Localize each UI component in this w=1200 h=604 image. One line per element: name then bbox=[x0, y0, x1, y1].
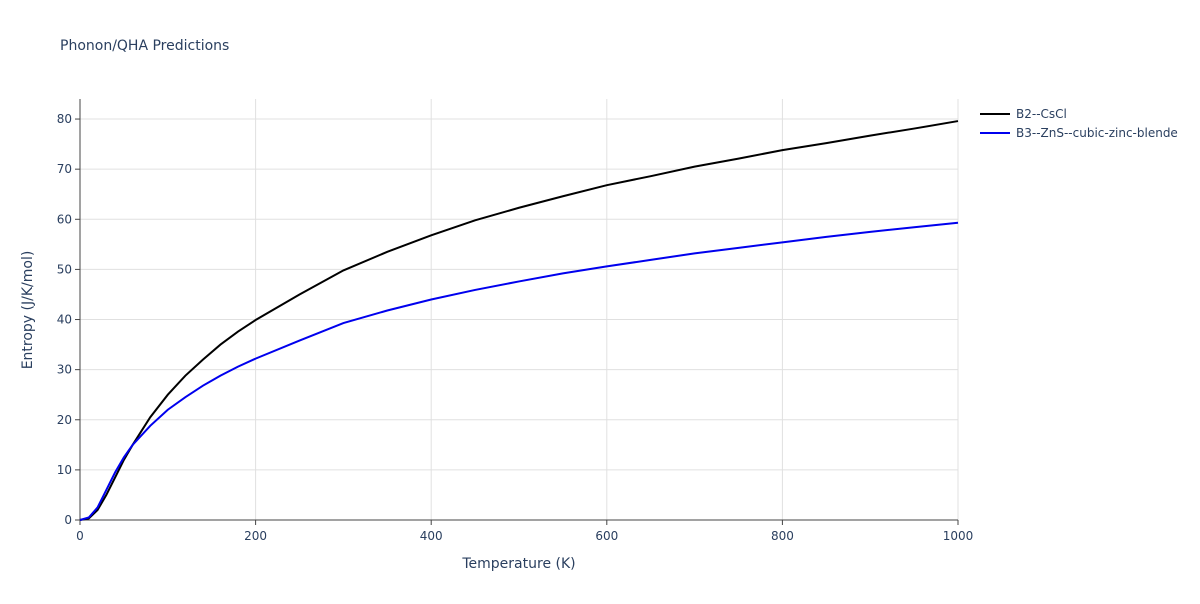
x-axis-title: Temperature (K) bbox=[461, 556, 575, 572]
series-line bbox=[79, 120, 959, 521]
x-tick-label: 1000 bbox=[943, 529, 974, 543]
x-tick-label: 200 bbox=[244, 529, 267, 543]
legend-label: B3--ZnS--cubic-zinc-blende bbox=[1016, 126, 1178, 140]
y-tick-label: 0 bbox=[64, 513, 72, 527]
legend-label: B2--CsCl bbox=[1016, 107, 1067, 121]
x-tick-label: 0 bbox=[76, 529, 84, 543]
y-tick-label: 60 bbox=[57, 212, 72, 226]
x-tick-label: 800 bbox=[771, 529, 794, 543]
y-tick-label: 10 bbox=[57, 463, 72, 477]
y-tick-label: 20 bbox=[57, 413, 72, 427]
y-tick-label: 80 bbox=[57, 112, 72, 126]
series-line bbox=[79, 221, 959, 521]
y-tick-label: 50 bbox=[57, 262, 72, 276]
y-tick-label: 70 bbox=[57, 162, 72, 176]
y-axis-title: Entropy (J/K/mol) bbox=[20, 251, 36, 370]
x-tick-label: 400 bbox=[420, 529, 443, 543]
y-tick-label: 40 bbox=[57, 313, 72, 327]
chart-title: Phonon/QHA Predictions bbox=[60, 38, 229, 54]
x-tick-label: 600 bbox=[595, 529, 618, 543]
y-tick-label: 30 bbox=[57, 363, 72, 377]
